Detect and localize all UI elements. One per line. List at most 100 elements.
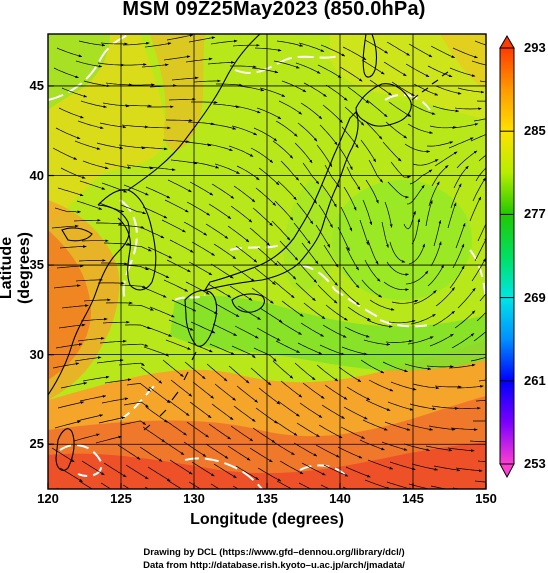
wind-streamline xyxy=(184,361,206,380)
wind-streamline xyxy=(75,60,103,68)
wind-streamline xyxy=(273,280,295,299)
wind-streamline xyxy=(227,445,251,461)
wind-streamline xyxy=(324,384,348,400)
wind-streamline xyxy=(256,327,281,341)
wind-streamline xyxy=(211,403,234,420)
wind-streamline xyxy=(191,461,215,477)
x-tick-label: 135 xyxy=(256,491,278,506)
wind-streamline xyxy=(253,347,277,362)
wind-streamline xyxy=(102,102,130,108)
wind-streamline xyxy=(430,241,442,267)
wind-streamline xyxy=(365,399,391,411)
wind-streamline xyxy=(144,42,172,48)
wind-streamline xyxy=(344,326,370,338)
colorbar-tick-label: 285 xyxy=(524,123,546,139)
wind-streamline xyxy=(166,34,194,41)
wind-streamline xyxy=(166,479,183,489)
wind-streamline xyxy=(406,423,434,431)
wind-streamline xyxy=(252,207,273,227)
wind-streamline xyxy=(258,167,280,186)
wind-streamline xyxy=(97,62,125,67)
wind-streamline xyxy=(207,61,235,65)
wind-streamline xyxy=(52,362,80,369)
wind-streamline xyxy=(386,41,411,56)
y-axis-title: Latitude (degrees) xyxy=(0,231,33,305)
wind-streamline xyxy=(406,184,425,205)
wind-streamline xyxy=(121,343,149,347)
wind-streamline xyxy=(410,313,436,325)
wind-streamline xyxy=(253,127,278,142)
wind-streamline xyxy=(344,106,365,126)
wind-streamline xyxy=(318,204,333,228)
wind-streamline xyxy=(369,299,395,311)
wind-streamline xyxy=(192,161,220,169)
x-axis-title: Longitude (degrees) xyxy=(190,511,344,528)
wind-streamline xyxy=(122,484,131,489)
wind-streamline xyxy=(381,441,408,451)
wind-streamline xyxy=(342,266,360,289)
wind-streamline xyxy=(383,61,407,77)
wind-streamline xyxy=(320,44,346,57)
wind-streamline xyxy=(83,80,111,88)
wind-streamline xyxy=(457,87,485,94)
wind-streamline xyxy=(80,100,107,108)
wind-streamline xyxy=(457,287,476,309)
wind-streamline xyxy=(149,306,175,318)
wind-streamline xyxy=(412,383,440,390)
wind-streamline xyxy=(324,164,340,188)
wind-streamline xyxy=(299,402,323,418)
wind-streamline xyxy=(435,85,462,95)
wind-streamline xyxy=(319,124,338,146)
wind-streamline xyxy=(426,365,454,369)
wind-streamline xyxy=(347,86,370,104)
wind-streamline xyxy=(164,199,189,213)
wind-streamline xyxy=(54,207,82,214)
wind-streamline xyxy=(280,160,300,181)
wind-streamline xyxy=(51,447,75,463)
wind-streamline xyxy=(96,142,124,150)
wind-streamline xyxy=(340,206,353,232)
credit-drawing: Drawing by DCL (https://www.gfd–dennou.o… xyxy=(143,547,405,558)
wind-streamline xyxy=(187,341,213,353)
wind-streamline xyxy=(143,346,169,357)
y-tick-label: 30 xyxy=(29,346,44,362)
wind-streamline xyxy=(385,339,413,343)
wind-streamline xyxy=(455,467,483,473)
wind-streamline xyxy=(454,107,482,111)
wind-streamline xyxy=(189,401,212,419)
wind-streamline xyxy=(427,65,453,78)
y-tick-label: 35 xyxy=(29,257,44,273)
wind-streamline xyxy=(212,103,240,108)
wind-streamline xyxy=(320,484,331,489)
wind-streamline xyxy=(232,485,239,489)
wind-streamline xyxy=(161,219,186,233)
wind-streamline xyxy=(169,459,193,475)
wind-streamline xyxy=(169,239,194,253)
wind-streamline xyxy=(104,162,132,169)
wind-streamline xyxy=(79,394,107,402)
wind-streamline xyxy=(191,241,215,256)
wind-streamline xyxy=(58,323,86,329)
wind-streamline xyxy=(206,143,233,151)
wind-streamline xyxy=(119,63,147,66)
wind-streamline xyxy=(447,447,475,452)
wind-streamline xyxy=(81,460,105,476)
wind-streamline xyxy=(404,363,432,371)
wind-streamline xyxy=(390,161,411,179)
wind-streamline xyxy=(479,293,486,302)
wind-streamline xyxy=(279,240,299,261)
wind-streamline xyxy=(451,333,475,349)
wind-streamline xyxy=(104,378,132,384)
wind-streamline xyxy=(75,278,103,282)
wind-streamline xyxy=(338,366,362,383)
wind-streamline xyxy=(387,401,414,411)
wind-streamline xyxy=(302,382,325,399)
wind-streamline xyxy=(450,427,478,431)
wind-streamline xyxy=(186,421,209,438)
wind-streamline xyxy=(382,141,402,162)
wind-streamline xyxy=(430,45,456,59)
wind-streamline xyxy=(209,123,237,130)
wind-streamline xyxy=(82,375,110,382)
wind-streamline xyxy=(383,281,409,292)
wind-streamline xyxy=(207,283,232,298)
